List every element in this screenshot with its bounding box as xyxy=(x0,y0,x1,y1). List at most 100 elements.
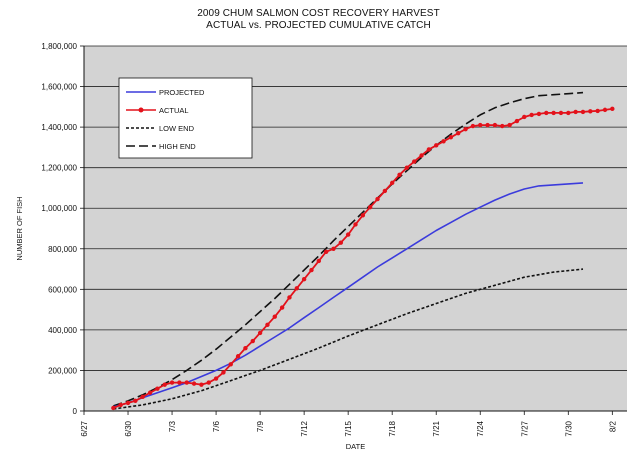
xtick-label: 7/24 xyxy=(476,420,485,436)
data-point-actual xyxy=(397,172,402,177)
data-point-actual xyxy=(551,110,556,116)
data-point-actual xyxy=(162,382,167,387)
data-point-actual xyxy=(177,380,182,385)
data-point-actual xyxy=(140,394,145,400)
ytick-label: 1,200,000 xyxy=(41,164,77,173)
ytick-label: 600,000 xyxy=(48,285,77,294)
series-line-low-end xyxy=(113,268,584,410)
data-point-actual xyxy=(419,153,424,158)
data-point-actual xyxy=(448,135,454,140)
data-point-actual xyxy=(184,380,189,385)
data-point-actual xyxy=(221,370,226,375)
data-point-actual xyxy=(294,286,299,291)
data-point-actual xyxy=(558,110,564,116)
data-point-actual xyxy=(338,240,344,245)
chart-title: 2009 CHUM SALMON COST RECOVERY HARVEST xyxy=(197,8,440,19)
data-point-actual xyxy=(206,380,211,385)
data-point-actual xyxy=(610,106,615,112)
data-point-actual xyxy=(375,196,380,202)
legend-marker-actual xyxy=(138,107,144,113)
data-point-actual xyxy=(301,276,307,282)
xtick-label: 6/30 xyxy=(124,420,133,436)
ytick-label: 0 xyxy=(73,407,78,416)
data-point-actual xyxy=(309,267,314,273)
xtick-label: 7/18 xyxy=(388,420,397,436)
data-point-actual xyxy=(500,123,505,129)
data-point-actual xyxy=(235,354,241,359)
data-point-actual xyxy=(287,295,292,300)
series-line-high-end xyxy=(113,91,584,407)
data-point-actual xyxy=(544,110,549,116)
series-line-projected xyxy=(113,182,584,408)
y-axis-label: NUMBER OF FISH xyxy=(15,196,24,260)
data-point-actual xyxy=(272,314,277,319)
data-point-actual xyxy=(155,386,160,391)
data-point-actual xyxy=(478,122,483,128)
xtick-label: 7/21 xyxy=(432,420,441,436)
data-point-actual xyxy=(345,232,351,237)
xtick-label: 7/6 xyxy=(212,420,221,432)
legend-label-projected: PROJECTED xyxy=(159,88,205,97)
xtick-label: 7/15 xyxy=(344,420,353,436)
x-axis-label: DATE xyxy=(346,442,365,451)
data-point-actual xyxy=(111,405,116,411)
data-point-actual xyxy=(353,222,358,227)
data-point-actual xyxy=(279,305,285,310)
data-point-actual xyxy=(434,143,439,148)
data-point-actual xyxy=(529,112,534,118)
xtick-label: 7/3 xyxy=(168,420,177,432)
xtick-label: 7/12 xyxy=(300,420,309,436)
ytick-label: 1,600,000 xyxy=(41,83,77,92)
data-point-actual xyxy=(125,400,131,406)
data-point-actual xyxy=(382,188,388,194)
legend-label-actual: ACTUAL xyxy=(159,106,189,115)
data-point-actual xyxy=(470,123,476,129)
legend-label-high-end: HIGH END xyxy=(159,142,196,151)
ytick-label: 200,000 xyxy=(48,366,77,375)
data-point-actual xyxy=(118,402,123,408)
chart-subtitle: ACTUAL vs. PROJECTED CUMULATIVE CATCH xyxy=(206,20,431,31)
data-point-actual xyxy=(441,139,446,144)
data-point-actual xyxy=(404,165,410,170)
data-point-actual xyxy=(514,118,520,124)
ytick-label: 1,400,000 xyxy=(41,123,77,132)
data-point-actual xyxy=(463,126,468,132)
series-layer xyxy=(111,91,615,411)
data-point-actual xyxy=(331,246,336,251)
data-point-actual xyxy=(169,380,175,385)
data-point-actual xyxy=(323,249,329,255)
data-point-actual xyxy=(265,322,270,328)
data-point-actual xyxy=(389,180,395,186)
data-point-actual xyxy=(485,122,490,128)
ytick-label: 800,000 xyxy=(48,245,77,254)
data-point-actual xyxy=(456,130,461,136)
data-point-actual xyxy=(580,109,586,115)
xtick-label: 7/9 xyxy=(256,420,265,432)
legend-label-low-end: LOW END xyxy=(159,124,195,133)
data-point-actual xyxy=(191,381,197,386)
legend: PROJECTED ACTUAL LOW END HIGH END xyxy=(118,77,253,159)
data-point-actual xyxy=(573,109,578,115)
data-point-actual xyxy=(566,110,571,116)
data-point-actual xyxy=(257,330,263,336)
data-point-actual xyxy=(595,108,600,114)
ytick-label: 400,000 xyxy=(48,326,77,335)
data-point-actual xyxy=(133,398,138,404)
data-point-actual xyxy=(602,107,608,113)
data-point-actual xyxy=(426,147,432,152)
data-point-actual xyxy=(588,109,593,114)
data-point-actual xyxy=(360,213,366,218)
data-point-actual xyxy=(243,345,248,351)
data-point-actual xyxy=(536,111,542,117)
xtick-label: 8/2 xyxy=(608,420,617,432)
data-point-actual xyxy=(199,382,204,387)
data-point-actual xyxy=(213,376,219,381)
data-point-actual xyxy=(316,258,322,264)
xtick-label: 7/30 xyxy=(564,420,573,436)
ytick-label: 1,800,000 xyxy=(41,42,77,51)
data-point-actual xyxy=(250,338,255,344)
data-point-actual xyxy=(507,122,512,128)
xtick-label: 6/27 xyxy=(80,420,89,436)
data-point-actual xyxy=(492,122,498,128)
